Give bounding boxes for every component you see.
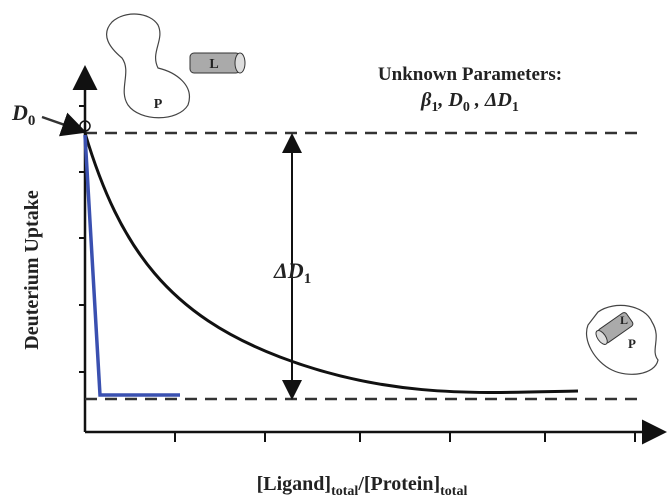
binding-curve: [83, 132, 579, 394]
free-protein-icon: [106, 13, 191, 119]
parameters-list: β1, D0 , ΔD1: [420, 89, 519, 115]
bound-protein-icon: [586, 304, 659, 375]
text-part: D: [11, 100, 28, 125]
delta-d1-label: ΔD1: [273, 258, 311, 287]
bound-ligand-label: L: [620, 313, 628, 327]
text-part: total: [331, 484, 358, 499]
text-part: 1: [304, 271, 312, 287]
text-part: , ΔD: [470, 89, 512, 111]
x-ticks: [174, 432, 636, 442]
text-part: /[Protein]: [357, 473, 440, 495]
text-part: 1: [512, 100, 519, 115]
text-part: , D: [437, 89, 462, 111]
x-axis-label: [Ligand]total/[Protein]total: [257, 473, 468, 499]
text-part: 0: [463, 100, 470, 115]
text-part: [Ligand]: [257, 473, 331, 495]
fast-curve: [83, 134, 180, 397]
text-part: β: [420, 89, 432, 111]
y-axis-label: Deuterium Uptake: [21, 190, 43, 350]
y-ticks: [79, 105, 85, 373]
free-protein-label: P: [154, 97, 163, 112]
parameters-title: Unknown Parameters:: [378, 64, 562, 85]
text-part: 1: [431, 100, 438, 115]
bound-protein-label: P: [628, 336, 636, 351]
text-part: total: [440, 484, 467, 499]
text-part: ΔD: [273, 258, 304, 283]
free-ligand-icon: [189, 52, 246, 74]
d0-label: D0: [11, 100, 35, 129]
bound-ligand-icon: [595, 312, 634, 345]
free-ligand-label: L: [209, 57, 218, 72]
d0-arrow: [41, 112, 87, 137]
text-part: 0: [28, 113, 36, 129]
